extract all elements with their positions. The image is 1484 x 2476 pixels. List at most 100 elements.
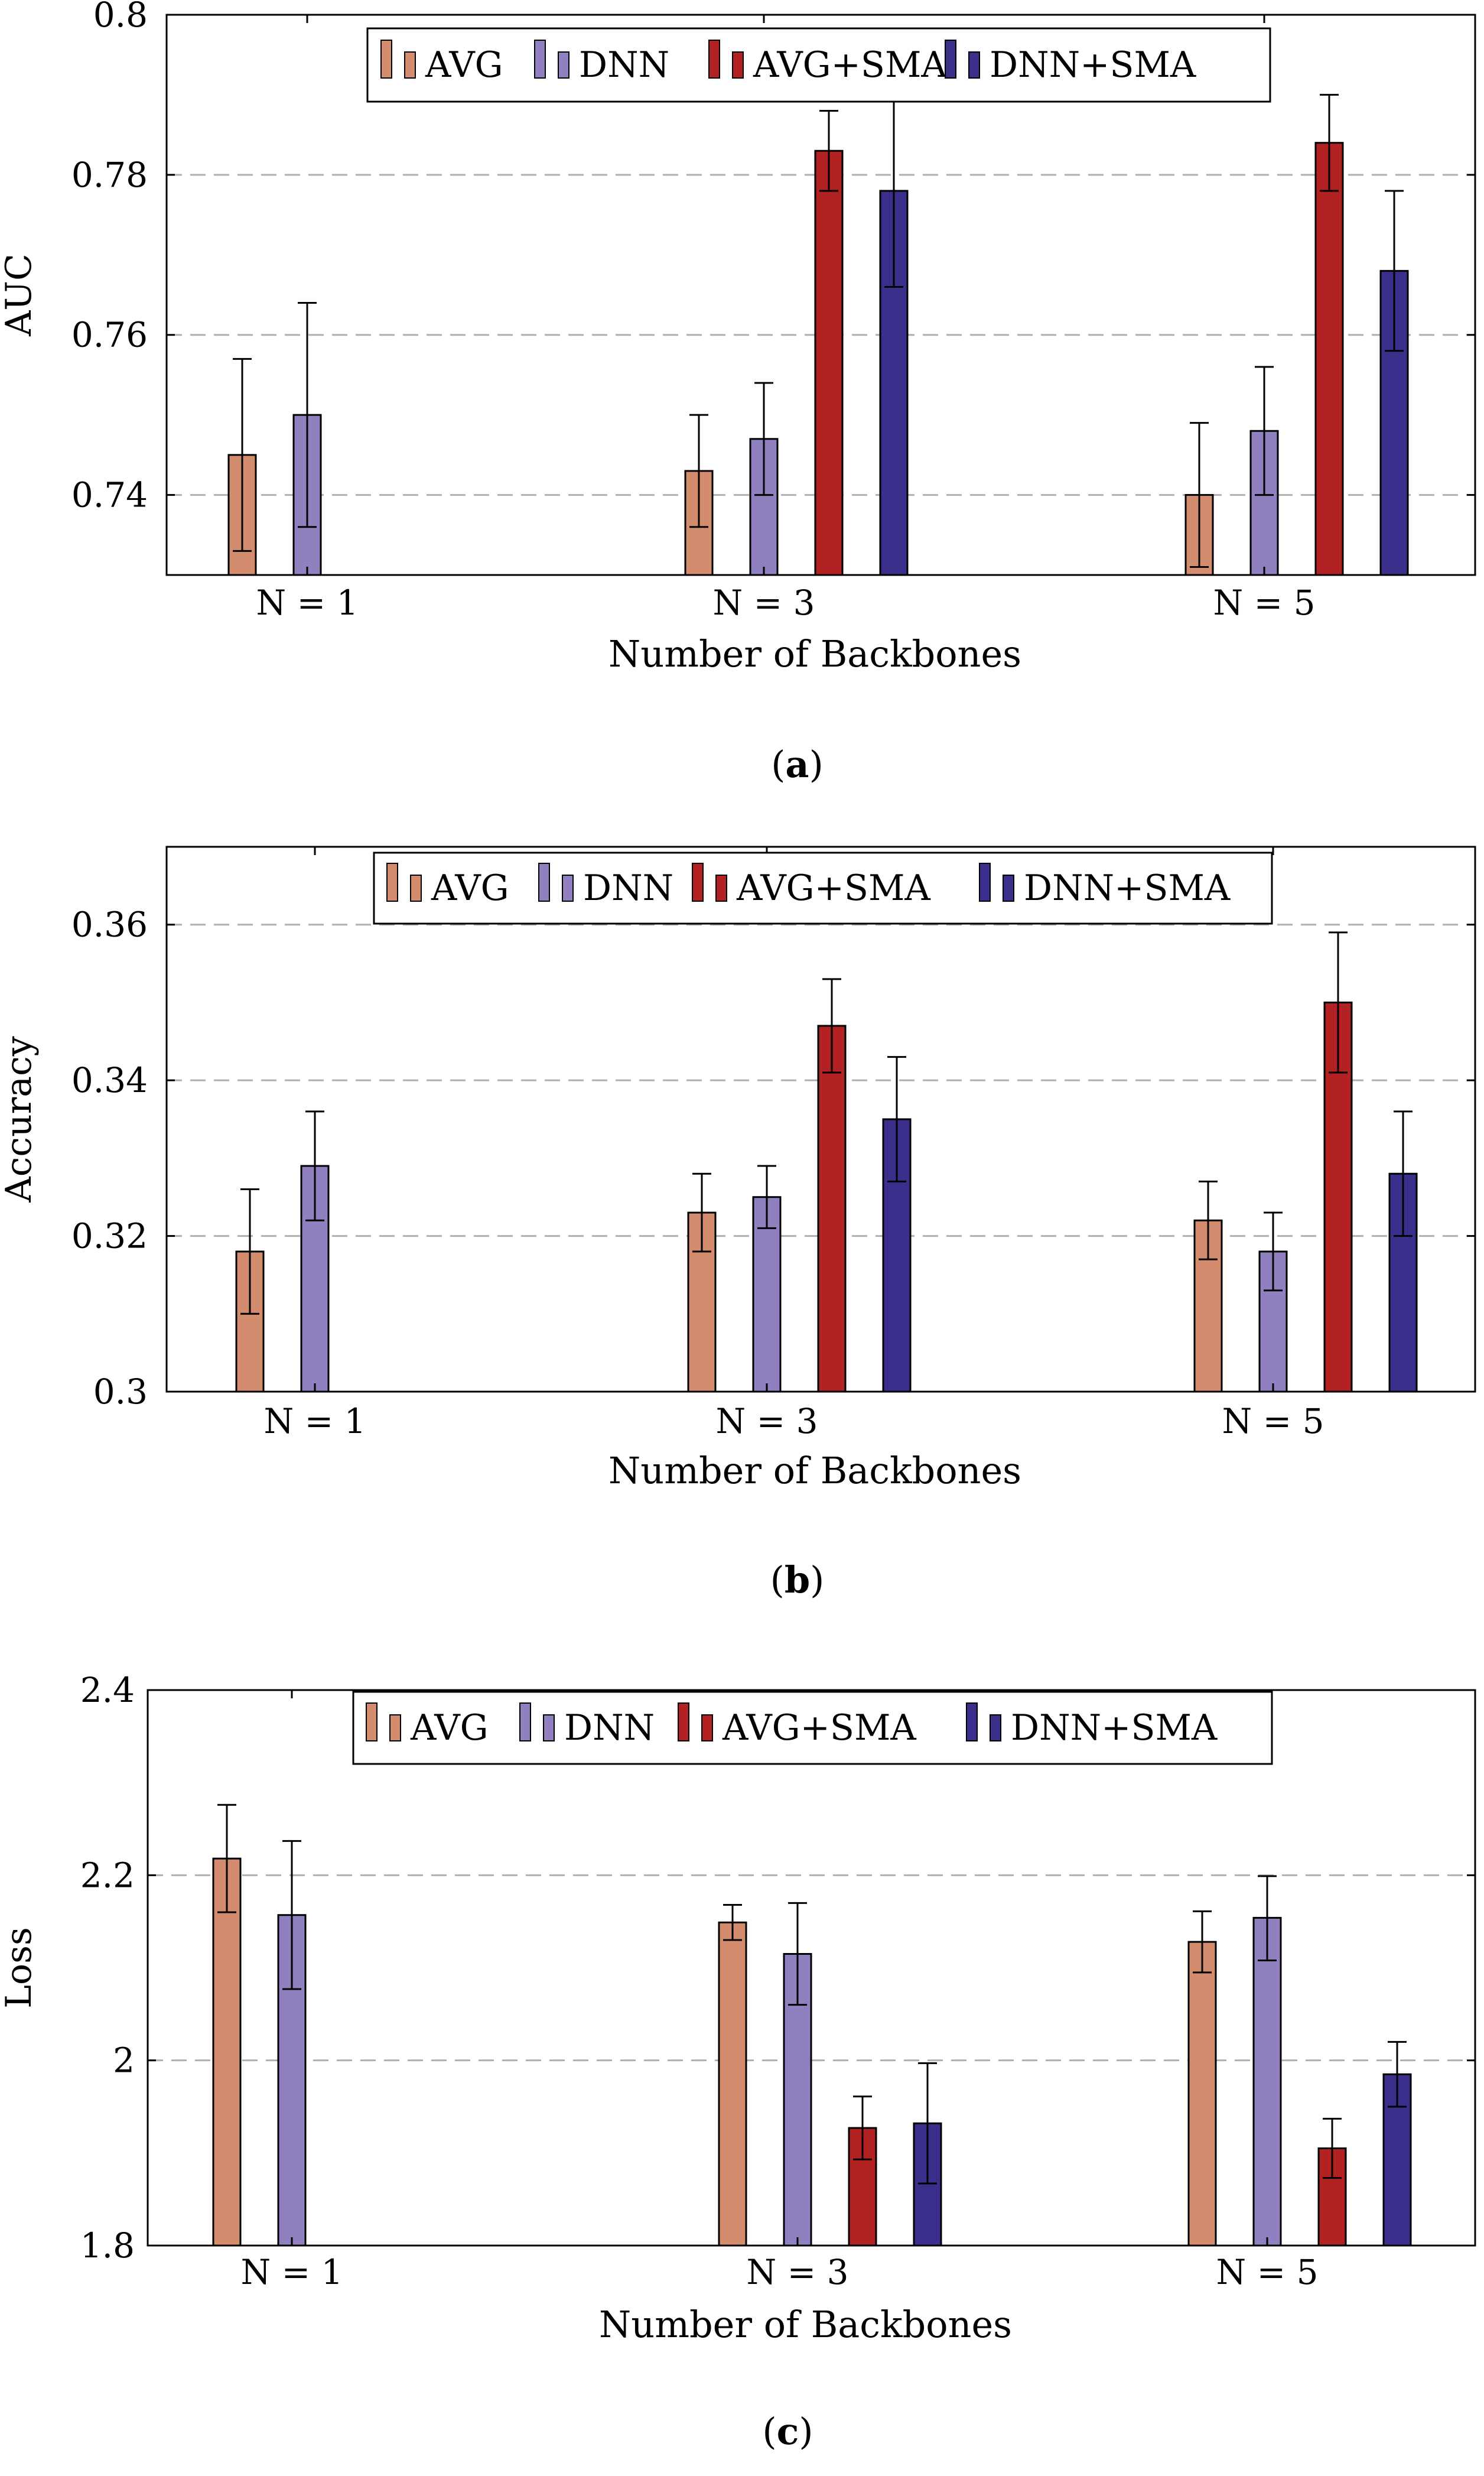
plot-frame: [165, 846, 1476, 1393]
bar-avg-1: [212, 1857, 242, 2247]
error-bar: [1193, 1910, 1212, 1974]
legend-swatch: [979, 863, 991, 902]
legend-item-avg-sma: AVG+SMA: [692, 863, 930, 909]
legend-swatch: [562, 875, 574, 902]
legend-label: DNN: [564, 1707, 655, 1749]
y-tick-label: 1.8: [80, 2225, 135, 2266]
error-bar: [282, 1840, 301, 1990]
y-tick-label: 2: [113, 2040, 135, 2081]
y-tick-label: 0.76: [71, 315, 148, 355]
legend-label: DNN+SMA: [1024, 867, 1231, 909]
error-bar: [887, 1056, 906, 1182]
y-tick-label: 0.34: [71, 1060, 148, 1100]
panel-caption: (b): [770, 1558, 825, 1601]
legend-label: AVG: [425, 44, 503, 86]
error-bar: [1329, 931, 1348, 1074]
error-bar: [1264, 1211, 1283, 1292]
chart-panel-c: 1.8 2 2.2 2.4 N = 1 N = 3 N = 5 Number of Backb…: [0, 1670, 1476, 2453]
legend-swatch: [558, 51, 569, 79]
error-bar: [1388, 2040, 1407, 2108]
legend-label: DNN+SMA: [990, 44, 1196, 86]
legend-swatch: [534, 40, 546, 79]
legend-swatch: [708, 40, 720, 79]
legend: AVG DNN AVG+SMA DNN+SMA: [373, 852, 1273, 925]
error-bar: [1258, 1875, 1277, 1961]
error-bar: [1199, 1180, 1218, 1260]
panel-caption: (c): [762, 2410, 813, 2453]
x-axis-label: Number of Backbones: [599, 2303, 1012, 2346]
legend-swatch: [519, 1702, 531, 1741]
legend-label: AVG: [410, 1707, 489, 1749]
legend-swatch: [389, 1714, 401, 1741]
error-bar: [757, 1165, 776, 1229]
x-tick-label: N = 5: [1213, 583, 1315, 623]
legend-item-avg: AVG: [366, 1702, 489, 1749]
error-bar: [1323, 2117, 1342, 2179]
legend-swatch: [990, 1714, 1001, 1741]
error-bar: [822, 978, 841, 1074]
bar-dnn-3: [1252, 1916, 1282, 2247]
error-bar: [1255, 366, 1274, 496]
error-bar: [1190, 422, 1209, 568]
error-bar: [298, 302, 317, 528]
legend-swatch: [543, 1714, 555, 1741]
y-tick-label: 2.4: [80, 1670, 135, 1710]
legend-item-dnn: DNN: [534, 40, 669, 86]
y-axis-label: Loss: [0, 1927, 40, 2009]
legend-swatch: [410, 875, 422, 902]
error-bar: [723, 1903, 742, 1941]
error-bar: [819, 110, 838, 192]
y-tick-label: 0.36: [71, 905, 148, 945]
error-bar: [305, 1110, 324, 1221]
error-bar: [788, 1902, 807, 2006]
legend-swatch: [386, 863, 398, 902]
legend-box: [373, 852, 1273, 925]
legend-item-avg: AVG: [380, 40, 503, 86]
y-tick-label: 0.74: [71, 475, 148, 515]
error-bar: [1394, 1110, 1413, 1237]
y-tick-label: 2.2: [80, 1855, 135, 1895]
legend-swatch: [945, 40, 956, 79]
chart-panel-b: 0.3 0.32 0.34 0.36 N = 1 N = 3 N = 5 Number of …: [0, 846, 1476, 1601]
y-tick-label: 0.8: [93, 0, 148, 35]
y-tick-label: 0.3: [93, 1372, 148, 1412]
error-bar: [217, 1804, 236, 1913]
legend-item-dnn: DNN: [538, 863, 673, 909]
x-tick-label: N = 5: [1216, 2252, 1318, 2292]
legend-label: AVG+SMA: [736, 867, 930, 909]
error-bar: [853, 2095, 872, 2160]
x-axis-label: Number of Backbones: [608, 1449, 1021, 1492]
legend-label: AVG: [431, 867, 509, 909]
legend-item-dnn: DNN: [519, 1702, 655, 1749]
legend-swatch: [538, 863, 550, 902]
legend-swatch: [966, 1702, 978, 1741]
legend-label: DNN: [579, 44, 669, 86]
x-tick-label: N = 1: [256, 583, 358, 623]
legend-swatch: [732, 51, 744, 79]
legend-swatch: [404, 51, 416, 79]
legend-box: [366, 27, 1271, 103]
x-tick-label: N = 5: [1222, 1401, 1324, 1441]
x-tick-label: N = 1: [263, 1401, 366, 1441]
legend-item-avg-sma: AVG+SMA: [678, 1702, 916, 1749]
legend-box: [352, 1691, 1273, 1765]
plot-frame: [165, 14, 1476, 576]
legend-label: DNN: [583, 867, 673, 909]
legend-swatch: [968, 51, 980, 79]
panel-caption: (a): [771, 743, 824, 786]
chart-panel-a: 0.74 0.76 0.78 0.8 N = 1 N = 3 N = 5 Number of …: [0, 0, 1476, 786]
error-bar: [692, 1172, 711, 1253]
plot-frame: [147, 1689, 1476, 2247]
legend-label: DNN+SMA: [1011, 1707, 1218, 1749]
legend: AVG DNN AVG+SMA DNN+SMA: [352, 1691, 1273, 1765]
x-axis-label: Number of Backbones: [608, 632, 1021, 675]
bar-avg-sma-2: [817, 1025, 847, 1393]
y-tick-label: 0.78: [71, 155, 148, 195]
x-tick-label: N = 3: [715, 1401, 818, 1441]
legend-swatch: [692, 863, 704, 902]
error-bar: [233, 358, 252, 552]
y-tick-label: 0.32: [71, 1216, 148, 1256]
error-bar: [754, 382, 773, 496]
error-bar: [1385, 190, 1404, 352]
error-bar: [918, 2062, 937, 2185]
